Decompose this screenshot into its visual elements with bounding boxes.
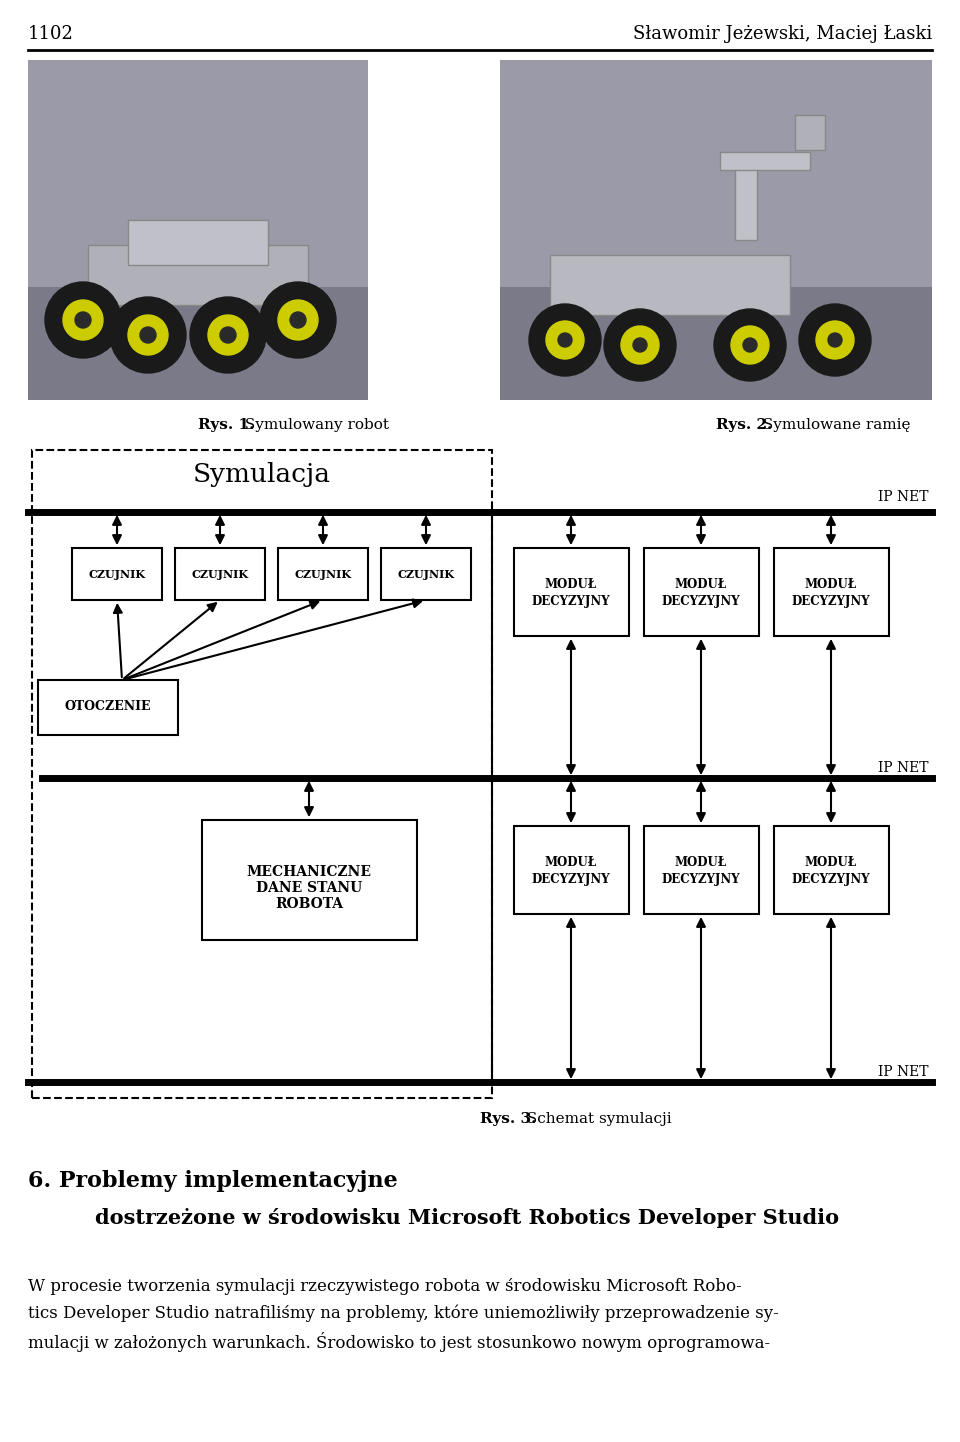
Text: Schemat symulacji: Schemat symulacji: [522, 1112, 672, 1126]
Text: IP NET: IP NET: [877, 1066, 928, 1079]
Circle shape: [290, 311, 306, 327]
Text: DECYZYJNY: DECYZYJNY: [792, 874, 871, 887]
Bar: [381, 548, 471, 600]
Circle shape: [633, 337, 647, 352]
Text: MODUŁ: MODUŁ: [675, 855, 727, 868]
Circle shape: [828, 333, 842, 348]
Circle shape: [546, 322, 584, 359]
Circle shape: [190, 297, 266, 373]
Bar: [128, 221, 268, 265]
Text: DECYZYJNY: DECYZYJNY: [661, 596, 740, 609]
Circle shape: [731, 326, 769, 363]
Text: Symulacja: Symulacja: [193, 461, 331, 487]
Text: DECYZYJNY: DECYZYJNY: [792, 596, 871, 609]
Circle shape: [110, 297, 186, 373]
Bar: [720, 151, 810, 170]
Text: 1102: 1102: [28, 25, 74, 43]
Bar: [500, 61, 932, 399]
Bar: [774, 548, 889, 636]
Bar: [72, 548, 162, 600]
Bar: [32, 450, 492, 1097]
Circle shape: [260, 283, 336, 358]
Text: MODUŁ: MODUŁ: [804, 855, 857, 868]
Bar: [28, 287, 368, 399]
Text: DECYZYJNY: DECYZYJNY: [661, 874, 740, 887]
Text: IP NET: IP NET: [877, 490, 928, 505]
Circle shape: [816, 322, 854, 359]
Circle shape: [714, 309, 786, 381]
Text: MODUŁ: MODUŁ: [675, 577, 727, 591]
Text: CZUJNIK: CZUJNIK: [191, 568, 249, 580]
Bar: [550, 255, 790, 314]
Text: CZUJNIK: CZUJNIK: [397, 568, 454, 580]
Circle shape: [604, 309, 676, 381]
Bar: [774, 826, 889, 914]
Bar: [644, 548, 759, 636]
Bar: [175, 548, 265, 600]
Text: W procesie tworzenia symulacji rzeczywistego robota w środowisku Microsoft Robo-: W procesie tworzenia symulacji rzeczywis…: [28, 1278, 742, 1295]
Bar: [278, 548, 368, 600]
Text: Rys. 1.: Rys. 1.: [198, 418, 254, 433]
Circle shape: [63, 300, 103, 340]
Bar: [500, 287, 932, 399]
Circle shape: [128, 314, 168, 355]
Text: DECYZYJNY: DECYZYJNY: [532, 874, 611, 887]
Bar: [735, 164, 757, 239]
Text: 6. Problemy implementacyjne: 6. Problemy implementacyjne: [28, 1169, 397, 1193]
Circle shape: [621, 326, 659, 363]
Circle shape: [75, 311, 91, 327]
Text: CZUJNIK: CZUJNIK: [88, 568, 146, 580]
Text: tics Developer Studio natrafiliśmy na problemy, które uniemożliwiły przeprowadze: tics Developer Studio natrafiliśmy na pr…: [28, 1305, 779, 1322]
Circle shape: [529, 304, 601, 376]
Circle shape: [220, 327, 236, 343]
Bar: [38, 681, 178, 735]
Text: OTOCZENIE: OTOCZENIE: [64, 701, 152, 714]
Circle shape: [558, 333, 572, 348]
Bar: [795, 115, 825, 150]
Bar: [514, 826, 629, 914]
Circle shape: [278, 300, 318, 340]
Text: Sławomir Jeżewski, Maciej Łaski: Sławomir Jeżewski, Maciej Łaski: [633, 25, 932, 43]
Circle shape: [140, 327, 156, 343]
Text: Symulowany robot: Symulowany robot: [240, 418, 389, 433]
Bar: [28, 61, 368, 399]
Bar: [88, 245, 308, 306]
Text: MODUŁ: MODUŁ: [545, 855, 597, 868]
Text: IP NET: IP NET: [877, 761, 928, 774]
Text: MODUŁ: MODUŁ: [545, 577, 597, 591]
Circle shape: [45, 283, 121, 358]
Text: DECYZYJNY: DECYZYJNY: [532, 596, 611, 609]
Bar: [514, 548, 629, 636]
Text: dostrzeżone w środowisku Microsoft Robotics Developer Studio: dostrzeżone w środowisku Microsoft Robot…: [95, 1208, 839, 1229]
Circle shape: [799, 304, 871, 376]
Text: ROBOTA: ROBOTA: [275, 897, 343, 911]
Text: DANE STANU: DANE STANU: [256, 881, 362, 895]
Bar: [644, 826, 759, 914]
Text: Rys. 2.: Rys. 2.: [716, 418, 773, 433]
Bar: [202, 820, 417, 940]
Text: Symulowane ramię: Symulowane ramię: [758, 418, 910, 433]
Circle shape: [208, 314, 248, 355]
Text: MODUŁ: MODUŁ: [804, 577, 857, 591]
Text: Rys. 3.: Rys. 3.: [480, 1112, 537, 1126]
Text: CZUJNIK: CZUJNIK: [295, 568, 351, 580]
Text: MECHANICZNE: MECHANICZNE: [247, 865, 372, 880]
Text: mulacji w założonych warunkach. Środowisko to jest stosunkowo nowym oprogramowa-: mulacji w założonych warunkach. Środowis…: [28, 1332, 770, 1353]
Circle shape: [743, 337, 757, 352]
